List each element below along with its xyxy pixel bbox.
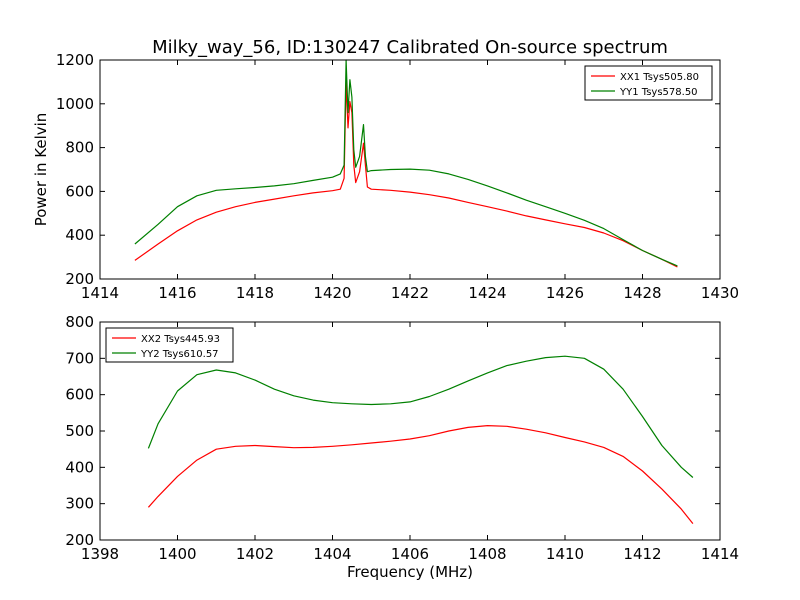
y-tick-label: 800 bbox=[65, 139, 94, 157]
x-tick-label: 1428 bbox=[623, 284, 661, 302]
x-tick-label: 1408 bbox=[468, 545, 506, 563]
series-line-yy bbox=[147, 355, 694, 478]
x-tick-label: 1416 bbox=[158, 284, 196, 302]
top-plot-panel: 1414 1416 1418 1420 1422 1424 1426 1428 1430 200 4… bbox=[32, 51, 739, 302]
x-tick-label: 1404 bbox=[313, 545, 351, 563]
y-tick-label: 600 bbox=[65, 182, 94, 200]
x-tick-label: 1414 bbox=[81, 284, 119, 302]
y-tick-label: 400 bbox=[65, 226, 94, 244]
legend-label: XX2 Tsys445.93 bbox=[141, 334, 220, 345]
y-tick-label: 300 bbox=[65, 495, 94, 513]
x-tick-label: 1418 bbox=[236, 284, 274, 302]
legend-box bbox=[584, 65, 713, 101]
y-tick-label: 400 bbox=[65, 458, 94, 476]
x-tick-label: 1402 bbox=[236, 545, 274, 563]
x-tick-label: 1414 bbox=[701, 545, 739, 563]
series-line-xx bbox=[134, 81, 678, 268]
x-tick-label: 1422 bbox=[391, 284, 429, 302]
y-tick-label: 1000 bbox=[56, 95, 94, 113]
legend-label: XX1 Tsys505.80 bbox=[620, 72, 699, 83]
x-tick-label: 1430 bbox=[701, 284, 739, 302]
x-tick-label: 1406 bbox=[391, 545, 429, 563]
x-tick-label: 1412 bbox=[623, 545, 661, 563]
x-tick-label: 1420 bbox=[313, 284, 351, 302]
y-tick-label: 200 bbox=[65, 270, 94, 288]
legend-label: YY2 Tsys610.57 bbox=[140, 349, 219, 360]
y-tick-label: 800 bbox=[65, 313, 94, 331]
x-tick-label: 1398 bbox=[81, 545, 119, 563]
y-tick-label: 1200 bbox=[56, 51, 94, 69]
x-tick-label: 1426 bbox=[546, 284, 584, 302]
figure-title: Milky_way_56, ID:130247 Calibrated On-so… bbox=[152, 37, 668, 58]
series-line-yy bbox=[134, 59, 678, 267]
y-axis-label: Power in Kelvin bbox=[32, 113, 50, 227]
bottom-plot-panel: 1398 1400 1402 1404 1406 1408 1410 1412 1414 200 3… bbox=[65, 313, 739, 563]
x-tick-label: 1424 bbox=[468, 284, 506, 302]
y-tick-label: 700 bbox=[65, 349, 94, 367]
x-axis-label: Frequency (MHz) bbox=[347, 563, 473, 581]
legend-label: YY1 Tsys578.50 bbox=[619, 87, 698, 98]
legend-box bbox=[105, 327, 234, 363]
y-tick-label: 200 bbox=[65, 531, 94, 549]
series-line-xx bbox=[147, 425, 694, 524]
x-tick-label: 1410 bbox=[546, 545, 584, 563]
y-tick-label: 500 bbox=[65, 422, 94, 440]
y-tick-label: 600 bbox=[65, 386, 94, 404]
x-tick-label: 1400 bbox=[158, 545, 196, 563]
